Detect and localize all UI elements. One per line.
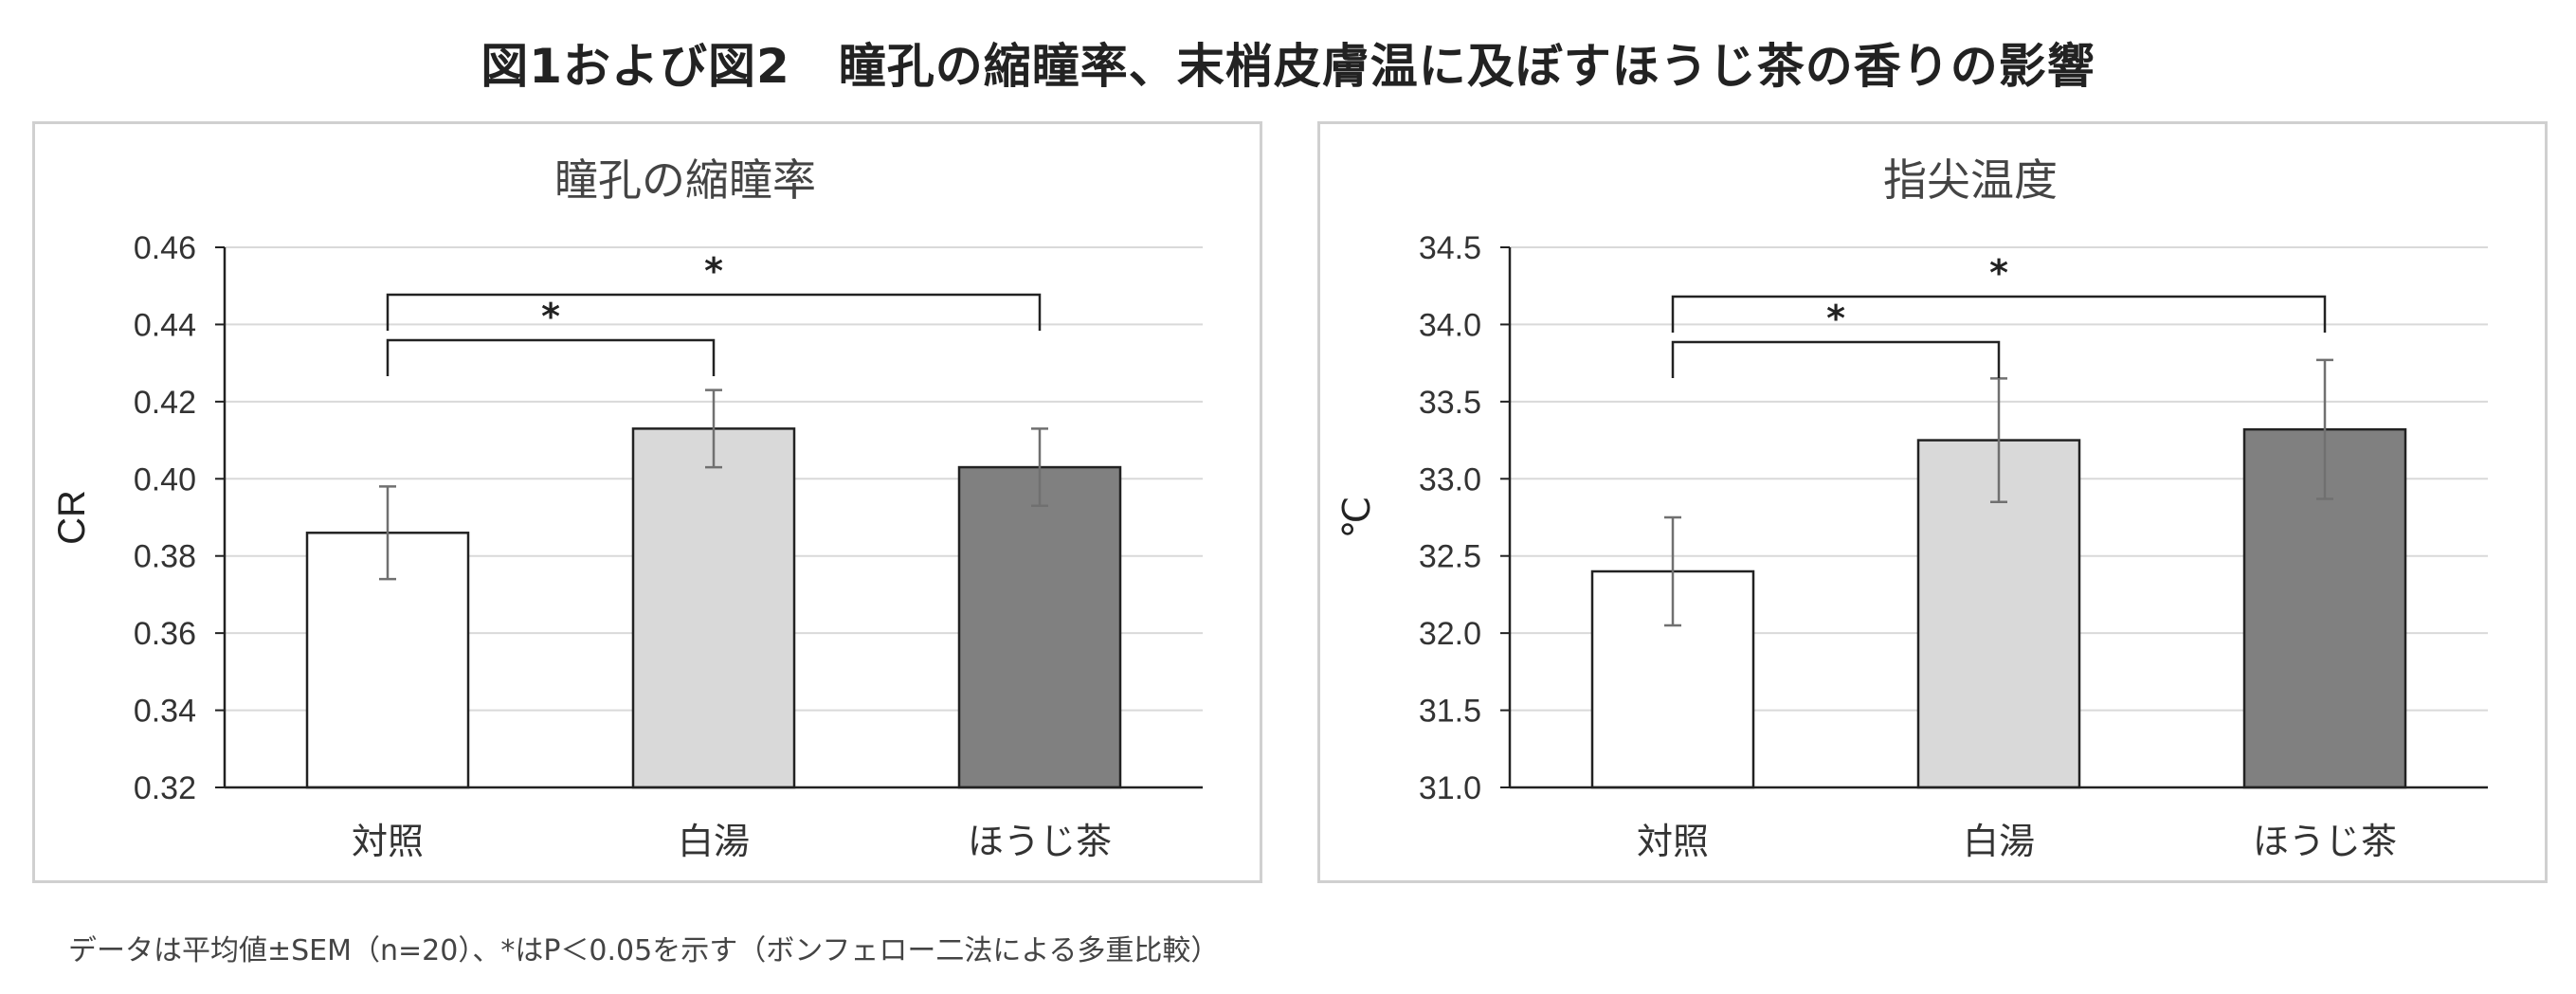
chart-title: 指尖温度 bbox=[1883, 154, 2058, 206]
significance-bracket bbox=[386, 293, 1042, 331]
y-tick-label: 31.5 bbox=[1419, 694, 1481, 730]
footnote: データは平均値±SEM（n=20）、*はP＜0.05を示す（ボンフェロー二法によ… bbox=[68, 934, 1220, 967]
bar-1 bbox=[631, 427, 796, 789]
chart-panel-fingertip: 指尖温度 31.0 31.5 32.0 32.5 33.0 33.5 34.0 34.5 ℃ 対照 白… bbox=[1317, 121, 2548, 883]
bar-2 bbox=[957, 465, 1122, 789]
y-tick-label: 32.0 bbox=[1419, 616, 1481, 652]
y-tick-label: 0.36 bbox=[134, 616, 196, 652]
category-label-0: 対照 bbox=[352, 821, 424, 862]
chart-panel-pupil: 瞳孔の縮瞳率 0.32 0.34 0.36 0.38 0.40 0.42 0.44 0.46 CR… bbox=[32, 121, 1262, 883]
category-label-2: ほうじ茶 bbox=[968, 821, 1112, 862]
y-tick-label: 34.5 bbox=[1419, 230, 1481, 266]
significance-star: * bbox=[704, 250, 723, 292]
y-tick-label: 34.0 bbox=[1419, 307, 1481, 343]
y-tick-label: 0.46 bbox=[134, 230, 196, 266]
significance-bracket bbox=[1671, 295, 2327, 333]
fingertip-temperature-chart: 指尖温度 31.0 31.5 32.0 32.5 33.0 33.5 34.0 34.5 ℃ 対照 白… bbox=[1336, 154, 2488, 862]
significance-bracket bbox=[386, 338, 716, 376]
y-tick-label: 31.0 bbox=[1419, 770, 1481, 806]
y-tick-label: 0.38 bbox=[134, 539, 196, 575]
y-tick-label: 33.0 bbox=[1419, 461, 1481, 497]
y-tick-label: 33.5 bbox=[1419, 385, 1481, 421]
significance-star: * bbox=[541, 296, 560, 337]
y-tick-label: 0.40 bbox=[134, 461, 196, 497]
y-tick-label: 0.32 bbox=[134, 770, 196, 806]
significance-bracket bbox=[1671, 340, 2001, 378]
y-axis-label: CR bbox=[51, 490, 93, 545]
y-tick-label: 0.42 bbox=[134, 385, 196, 421]
y-axis-label: ℃ bbox=[1336, 497, 1378, 539]
significance-star: * bbox=[1989, 252, 2008, 294]
figure-title: 図1および図2 瞳孔の縮瞳率、末梢皮膚温に及ぼすほうじ茶の香りの影響 bbox=[481, 39, 2095, 94]
pupil-constriction-chart: 瞳孔の縮瞳率 0.32 0.34 0.36 0.38 0.40 0.42 0.44 0.46 CR… bbox=[51, 154, 1203, 862]
category-label-1: 白湯 bbox=[1963, 821, 2035, 862]
category-label-0: 対照 bbox=[1637, 821, 1709, 862]
category-label-1: 白湯 bbox=[678, 821, 750, 862]
y-tick-label: 0.44 bbox=[134, 307, 196, 343]
category-label-2: ほうじ茶 bbox=[2253, 821, 2397, 862]
significance-star: * bbox=[1826, 298, 1845, 339]
y-tick-label: 32.5 bbox=[1419, 539, 1481, 575]
chart-title: 瞳孔の縮瞳率 bbox=[554, 154, 816, 206]
y-tick-label: 0.34 bbox=[134, 694, 196, 730]
